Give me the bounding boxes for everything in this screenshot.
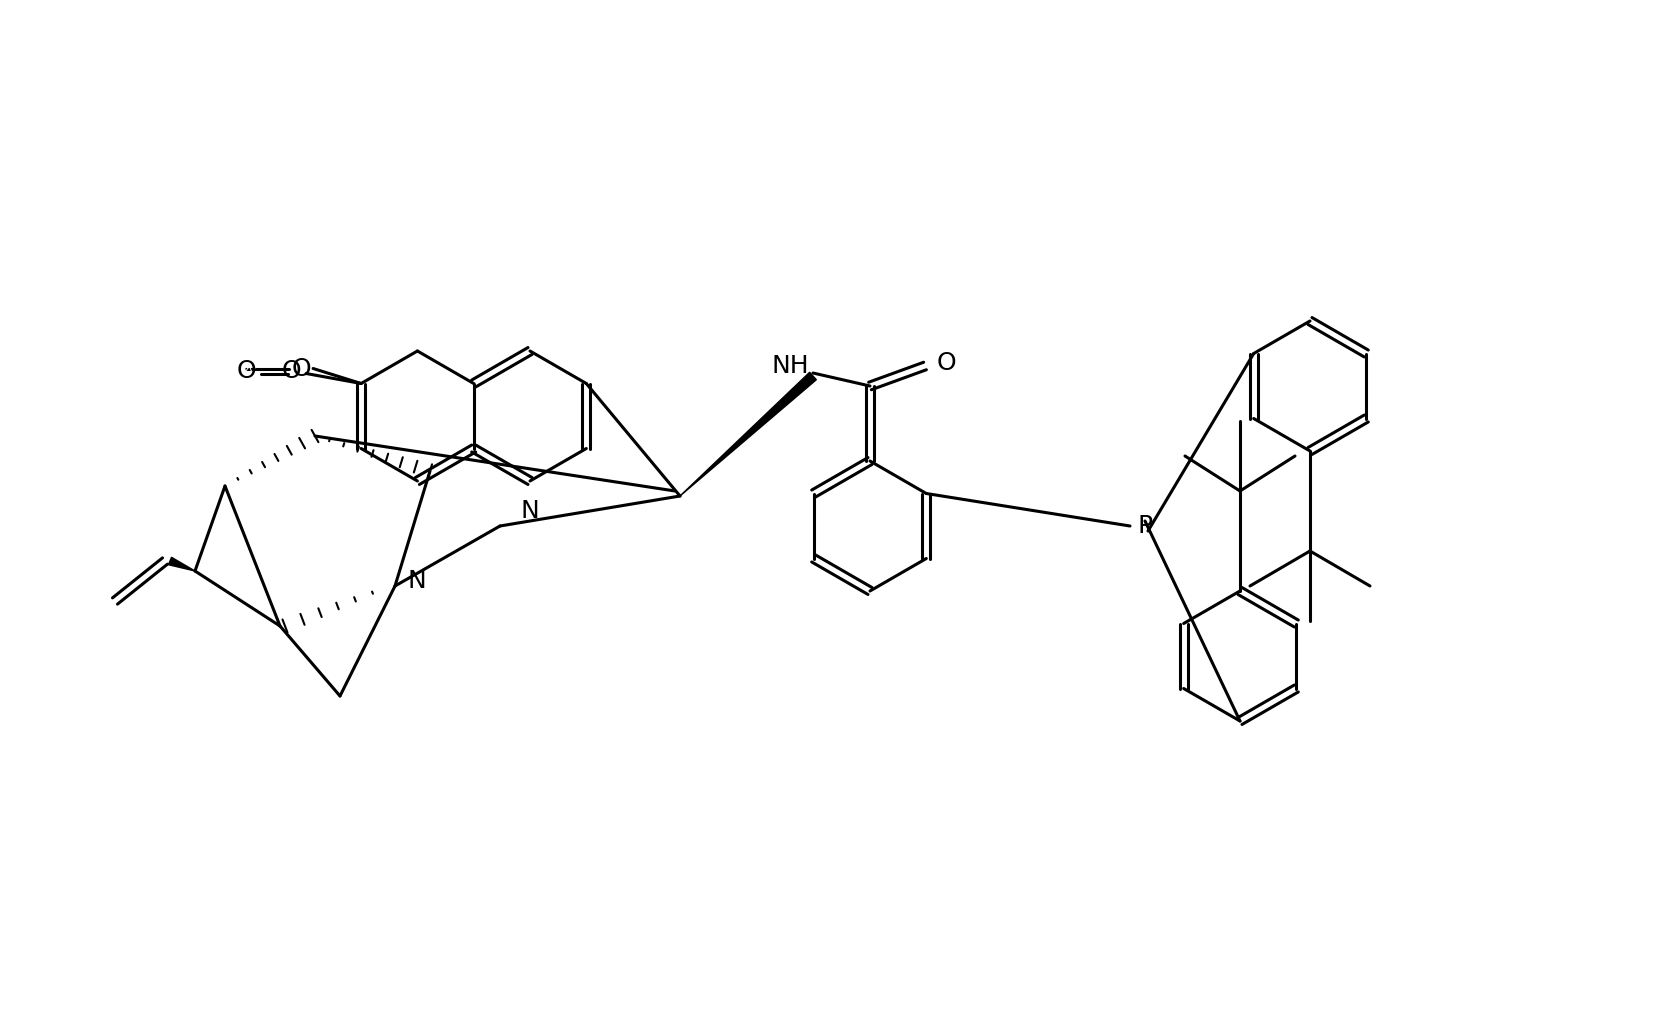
- Text: P: P: [1138, 514, 1153, 538]
- Text: NH: NH: [770, 354, 809, 378]
- Text: O: O: [281, 359, 301, 382]
- Text: methoxy: methoxy: [208, 366, 256, 376]
- Text: O: O: [937, 351, 957, 375]
- Text: O: O: [236, 359, 256, 382]
- Polygon shape: [681, 372, 817, 496]
- Text: O: O: [291, 357, 311, 381]
- Text: N: N: [408, 569, 426, 593]
- Polygon shape: [168, 558, 195, 571]
- Text: N: N: [521, 499, 539, 523]
